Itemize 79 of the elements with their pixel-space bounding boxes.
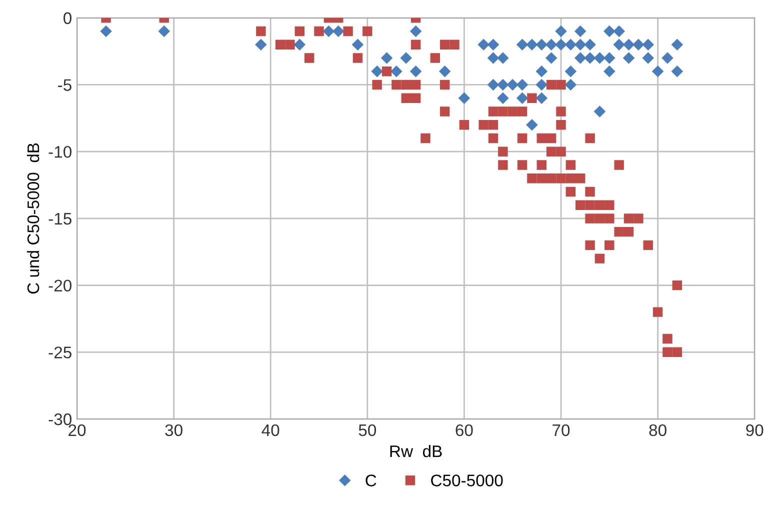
y-tick-label: -20 (48, 280, 72, 292)
point (662, 52, 674, 64)
point (506, 79, 518, 90)
point (294, 39, 306, 50)
point (371, 66, 383, 77)
point (516, 92, 528, 104)
point (488, 79, 499, 90)
point (632, 39, 644, 50)
point (574, 26, 586, 37)
point (100, 26, 112, 37)
legend-label: C50-5000 (431, 474, 503, 486)
point (439, 66, 450, 77)
point (546, 52, 557, 64)
point (536, 92, 548, 104)
x-tick-label: 60 (456, 424, 473, 436)
x-tick-label: 90 (746, 424, 764, 436)
point (497, 92, 509, 104)
y-tick-label: -30 (48, 413, 72, 426)
point (546, 39, 557, 50)
point (623, 52, 634, 64)
point (158, 26, 170, 37)
point (516, 39, 528, 50)
y-tick-label: -25 (48, 346, 72, 358)
point (604, 66, 616, 77)
point (497, 79, 509, 90)
point (652, 66, 664, 77)
point (478, 39, 490, 50)
point (381, 52, 392, 64)
point (497, 52, 509, 64)
point (390, 66, 402, 77)
x-tick-label: 70 (552, 424, 570, 436)
point (526, 119, 538, 130)
point (332, 26, 344, 37)
point (536, 39, 548, 50)
point (594, 106, 606, 118)
point (672, 39, 683, 50)
point (584, 52, 596, 64)
point (555, 39, 567, 50)
point (352, 39, 364, 50)
point (555, 26, 567, 37)
point (536, 79, 548, 90)
point (458, 92, 470, 104)
point (594, 52, 606, 64)
point (565, 39, 576, 50)
y-tick-label: -10 (48, 146, 72, 158)
y-tick-label: 0 (64, 12, 72, 24)
point (574, 39, 586, 50)
point (574, 52, 586, 64)
point (255, 39, 267, 50)
point (488, 39, 499, 50)
point (410, 26, 422, 37)
point (516, 79, 528, 90)
point (623, 39, 634, 50)
x-tick-label: 20 (68, 424, 86, 436)
point (584, 39, 596, 50)
point (672, 66, 683, 77)
x-tick-label: 80 (649, 424, 666, 436)
point (642, 39, 654, 50)
point (565, 66, 576, 77)
x-tick-label: 40 (262, 424, 280, 436)
x-tick-label: 50 (358, 424, 376, 436)
point (400, 52, 412, 64)
y-tick-label: -5 (58, 79, 72, 91)
y-tick-label: -15 (48, 213, 72, 225)
point (565, 79, 576, 90)
point (323, 26, 334, 37)
x-axis-title: Rw dB (390, 444, 442, 458)
point (642, 52, 654, 64)
y-axis-title: C und C50-5000 dB (26, 143, 40, 294)
point (488, 52, 499, 64)
point (536, 66, 548, 77)
point (604, 26, 616, 37)
point (526, 39, 538, 50)
point (613, 39, 625, 50)
point (604, 52, 616, 64)
point (613, 26, 625, 37)
point (410, 66, 422, 77)
legend-label: C (366, 474, 376, 486)
x-tick-label: 30 (165, 424, 182, 436)
